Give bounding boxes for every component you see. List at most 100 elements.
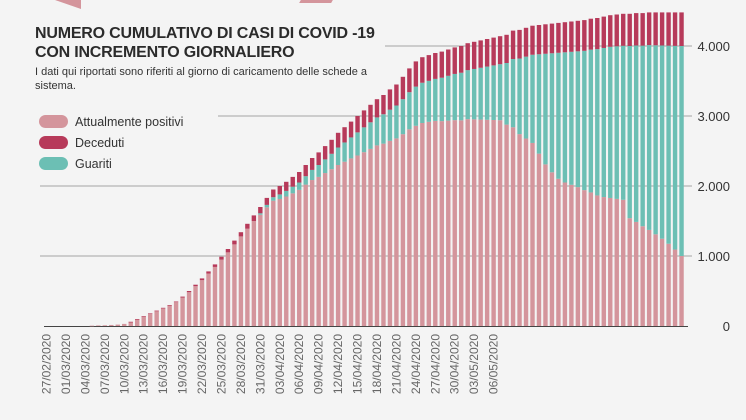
bar-deceduti [478, 40, 483, 68]
bar-guariti [653, 45, 658, 235]
chart-title-line2: CON INCREMENTO GIORNALIERO [35, 44, 295, 61]
bar-guariti [621, 45, 626, 200]
x-tick-label: 15/04/2020 [351, 334, 365, 394]
bar-guariti [588, 49, 594, 193]
bar-deceduti [640, 13, 645, 46]
x-tick-label: 13/03/2020 [137, 334, 151, 394]
bar-attualmente-positivi [186, 292, 192, 326]
bar-guariti [523, 56, 529, 139]
bar-attualmente-positivi [193, 286, 198, 326]
x-tick-label: 03/04/2020 [273, 334, 287, 394]
bar-guariti [478, 67, 483, 120]
x-tick-label: 06/04/2020 [292, 334, 306, 394]
bar-deceduti [154, 310, 159, 312]
bar-attualmente-positivi [355, 155, 360, 326]
bar-attualmente-positivi [122, 323, 127, 326]
bar-guariti [530, 54, 535, 143]
bar-attualmente-positivi [141, 316, 146, 326]
bar-attualmente-positivi [258, 214, 263, 326]
bar-deceduti [309, 158, 315, 170]
bar-guariti [361, 127, 367, 153]
bar-guariti [277, 194, 282, 199]
bar-guariti [407, 92, 412, 130]
bar-guariti [329, 153, 334, 170]
bar-deceduti [225, 249, 231, 253]
bar-attualmente-positivi [115, 324, 120, 326]
bar-deceduti [135, 319, 140, 320]
bar-guariti [672, 45, 678, 250]
bar-attualmente-positivi [102, 325, 108, 326]
bar-attualmente-positivi [309, 180, 315, 326]
bar-deceduti [128, 321, 133, 323]
legend-item-positivi: Attualmente positivi [39, 111, 183, 132]
bar-attualmente-positivi [510, 127, 516, 327]
bar-guariti [517, 58, 522, 135]
bar-attualmente-positivi [627, 218, 632, 326]
bar-guariti [510, 59, 516, 128]
bar-deceduti [361, 110, 367, 128]
bar-guariti [562, 52, 568, 183]
bar-attualmente-positivi [297, 189, 302, 326]
bar-guariti [491, 65, 496, 120]
bar-guariti [271, 197, 276, 201]
bar-guariti [465, 70, 470, 120]
bar-deceduti [303, 165, 308, 177]
bar-guariti [374, 117, 380, 146]
bar-deceduti [497, 36, 503, 65]
bar-deceduti [394, 84, 399, 106]
x-tick-label: 10/03/2020 [117, 334, 131, 394]
bar-deceduti [556, 22, 561, 53]
bar-guariti [452, 73, 457, 121]
bar-deceduti [277, 186, 282, 195]
x-tick-label: 09/04/2020 [312, 334, 326, 394]
bar-deceduti [601, 16, 606, 48]
bar-deceduti [374, 99, 380, 118]
bar-deceduti [627, 13, 632, 47]
bar-deceduti [433, 53, 438, 79]
bar-attualmente-positivi [588, 192, 594, 326]
bar-attualmente-positivi [290, 193, 295, 326]
bar-deceduti [666, 12, 671, 46]
bar-deceduti [413, 61, 419, 87]
bar-attualmente-positivi [387, 140, 393, 326]
bar-deceduti [193, 284, 198, 287]
bar-deceduti [219, 256, 224, 260]
bar-guariti [582, 50, 587, 191]
bar-attualmente-positivi [562, 182, 568, 326]
bar-deceduti [232, 240, 237, 245]
bar-guariti [387, 109, 393, 141]
bar-guariti [471, 68, 477, 120]
bar-attualmente-positivi [659, 238, 665, 326]
bar-guariti [394, 105, 399, 139]
bar-deceduti [186, 291, 192, 293]
legend-item-guariti: Guariti [39, 153, 183, 174]
bar-attualmente-positivi [212, 266, 218, 326]
bar-attualmente-positivi [523, 138, 529, 326]
bar-attualmente-positivi [504, 124, 509, 326]
bar-deceduti [653, 12, 658, 46]
bar-guariti [569, 51, 574, 185]
bar-attualmente-positivi [316, 176, 321, 326]
bar-deceduti [504, 34, 509, 64]
bar-guariti [284, 190, 289, 197]
bar-deceduti [491, 37, 496, 66]
bar-deceduti [258, 207, 263, 214]
bar-guariti [536, 54, 542, 154]
bar-deceduti [147, 313, 153, 314]
bar-attualmente-positivi [89, 325, 95, 327]
bar-deceduti [381, 95, 386, 115]
bar-guariti [322, 159, 328, 174]
bar-deceduti [348, 121, 354, 138]
bar-attualmente-positivi [439, 121, 444, 326]
legend-label: Deceduti [75, 135, 125, 150]
bar-deceduti [180, 296, 185, 298]
bar-deceduti [199, 278, 205, 281]
bar-deceduti [646, 12, 652, 46]
bar-guariti [264, 204, 270, 208]
bar-deceduti [238, 232, 244, 237]
bar-guariti [484, 66, 490, 120]
bar-guariti [355, 132, 360, 156]
bar-attualmente-positivi [569, 184, 574, 326]
bar-attualmente-positivi [374, 145, 380, 326]
legend-label: Attualmente positivi [75, 114, 184, 129]
